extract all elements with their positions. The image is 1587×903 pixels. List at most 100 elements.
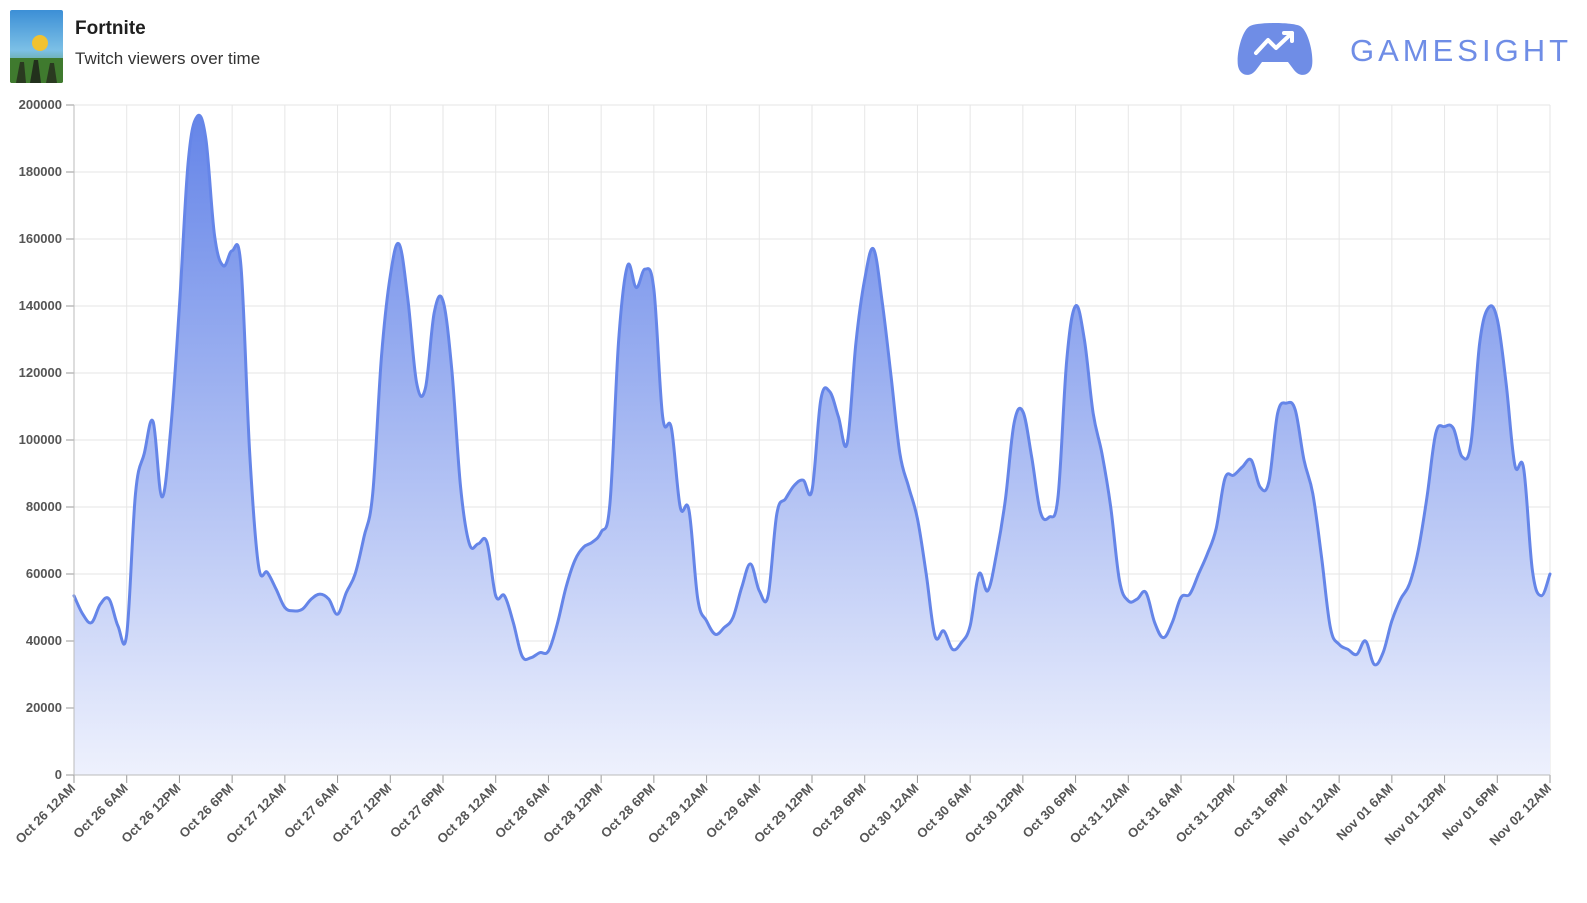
data-point <box>529 656 533 660</box>
data-point <box>1548 572 1552 576</box>
data-point <box>1451 426 1455 430</box>
data-point <box>669 426 673 430</box>
data-point <box>1539 594 1543 598</box>
data-point <box>459 485 463 489</box>
data-point <box>1513 463 1517 467</box>
data-point <box>810 488 814 492</box>
game-cover-art <box>10 10 63 83</box>
data-point <box>819 398 823 402</box>
data-point <box>573 559 577 563</box>
viewers-area-fill <box>74 115 1550 775</box>
data-point <box>687 508 691 512</box>
data-point <box>784 497 788 501</box>
data-point <box>880 301 884 305</box>
data-point <box>1161 636 1165 640</box>
y-tick-label: 60000 <box>26 566 62 581</box>
data-point <box>1478 341 1482 345</box>
data-point <box>1205 552 1209 556</box>
data-point <box>125 632 129 636</box>
data-point <box>590 540 594 544</box>
data-point <box>177 304 181 308</box>
data-point <box>388 274 392 278</box>
data-point <box>248 451 252 455</box>
data-point <box>828 389 832 393</box>
data-point <box>1082 338 1086 342</box>
chart-subtitle: Twitch viewers over time <box>75 49 261 68</box>
data-point <box>678 505 682 509</box>
data-point <box>863 277 867 281</box>
data-point <box>239 264 243 268</box>
y-tick-label: 80000 <box>26 499 62 514</box>
data-point <box>1065 358 1069 362</box>
data-point <box>221 264 225 268</box>
data-point <box>1153 621 1157 625</box>
data-point <box>327 597 331 601</box>
data-point <box>371 492 375 496</box>
data-point <box>1284 401 1288 405</box>
data-point <box>696 597 700 601</box>
data-point <box>344 590 348 594</box>
y-tick-label: 120000 <box>19 365 62 380</box>
data-point <box>1320 555 1324 559</box>
y-tick-label: 140000 <box>19 298 62 313</box>
data-point <box>889 374 893 378</box>
data-point <box>1337 642 1341 646</box>
data-point <box>423 386 427 390</box>
data-point <box>265 570 269 574</box>
data-point <box>107 597 111 601</box>
data-point <box>160 495 164 499</box>
data-point <box>90 621 94 625</box>
data-point <box>380 354 384 358</box>
brand-name: GAMESIGHT <box>1350 33 1573 68</box>
data-point <box>116 624 120 628</box>
data-point <box>397 242 401 246</box>
data-point <box>1038 510 1042 514</box>
data-point <box>915 517 919 521</box>
data-point <box>81 612 85 616</box>
data-point <box>933 634 937 638</box>
game-cover-image <box>10 10 63 83</box>
y-tick-label: 180000 <box>19 164 62 179</box>
data-point <box>1126 599 1130 603</box>
data-point <box>792 483 796 487</box>
data-point <box>476 542 480 546</box>
data-point <box>661 415 665 419</box>
data-point <box>230 249 234 253</box>
data-point <box>1443 425 1447 429</box>
data-point <box>1425 495 1429 499</box>
y-tick-label: 20000 <box>26 700 62 715</box>
data-point <box>1276 411 1280 415</box>
data-point <box>1012 421 1016 425</box>
data-point <box>204 137 208 141</box>
data-point <box>1003 498 1007 502</box>
data-point <box>599 530 603 534</box>
game-title: Fortnite <box>75 18 146 39</box>
data-point <box>1258 485 1262 489</box>
data-point <box>1311 492 1315 496</box>
data-point <box>213 234 217 238</box>
data-point <box>555 622 559 626</box>
data-point <box>432 311 436 315</box>
data-point <box>441 299 445 303</box>
data-point <box>617 338 621 342</box>
data-point <box>705 619 709 623</box>
data-point <box>1109 505 1113 509</box>
data-point <box>634 286 638 290</box>
data-point <box>1416 549 1420 553</box>
data-point <box>1100 451 1104 455</box>
data-point <box>300 607 304 611</box>
data-point <box>309 597 313 601</box>
data-point <box>1144 590 1148 594</box>
data-point <box>1223 477 1227 481</box>
data-point <box>626 264 630 268</box>
data-point <box>977 572 981 576</box>
data-point <box>1170 621 1174 625</box>
data-point <box>749 562 753 566</box>
x-tick-label: Oct 26 12AM <box>12 781 78 847</box>
gamesight-brand: GAMESIGHT <box>1236 20 1568 80</box>
data-point <box>1364 639 1368 643</box>
chart-header: Fortnite Twitch viewers over time GAMESI… <box>0 0 1587 95</box>
data-point <box>415 381 419 385</box>
data-point <box>951 647 955 651</box>
data-point <box>538 651 542 655</box>
